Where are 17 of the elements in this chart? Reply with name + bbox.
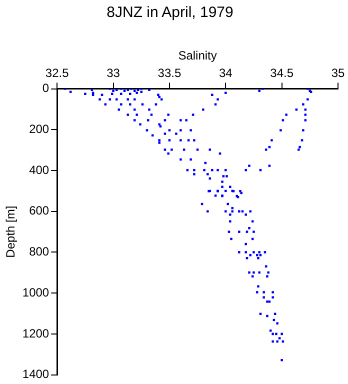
x-tick-label: 34 [218, 66, 233, 80]
y-tick-label: 1000 [22, 285, 50, 300]
y-tick-label: 800 [29, 244, 50, 259]
y-tick-label: 600 [29, 204, 50, 218]
x-tick-label: 33.5 [158, 66, 182, 80]
y-axis-title: Depth [m] [4, 206, 18, 258]
chart-title: 8JNZ in April, 1979 [106, 4, 234, 22]
y-tick-label: 200 [29, 122, 50, 136]
y-tick-label: 1200 [22, 326, 50, 340]
y-tick-label: 0 [42, 81, 50, 96]
y-tick-label: 400 [29, 162, 50, 177]
x-tick-label: 32.5 [45, 66, 70, 80]
y-tick-label: 1400 [22, 367, 50, 382]
x-tick-label: 35 [331, 66, 345, 80]
x-axis-title: Salinity [178, 48, 217, 63]
x-tick-label: 34.5 [270, 66, 294, 80]
x-tick-label: 33 [106, 66, 120, 80]
